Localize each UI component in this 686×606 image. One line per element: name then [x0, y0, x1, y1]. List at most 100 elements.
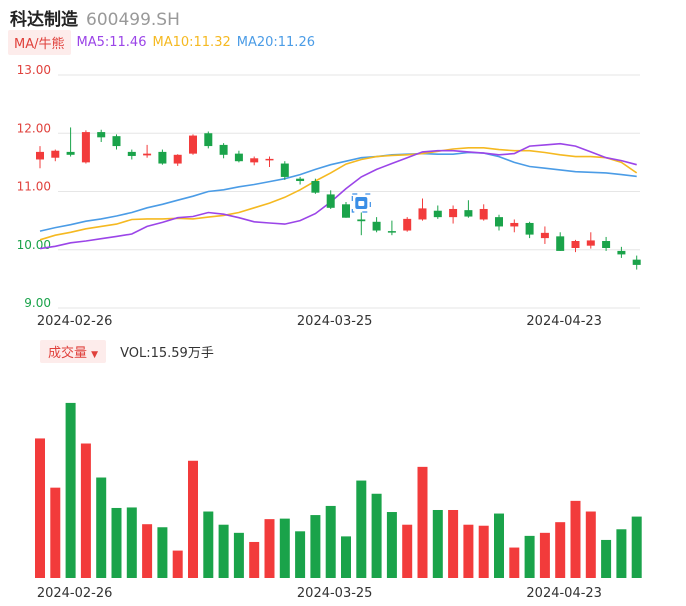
- volume-bar: [631, 516, 642, 578]
- volume-bar: [80, 443, 91, 578]
- candle-body: [326, 194, 335, 208]
- volume-bar: [65, 402, 76, 578]
- ma5-legend: MA5:11.46: [76, 34, 147, 50]
- volume-bar: [50, 487, 61, 578]
- candle-body: [311, 181, 320, 193]
- volume-bar: [616, 529, 627, 578]
- volume-bar: [356, 480, 367, 578]
- volume-bar: [310, 515, 321, 578]
- y-axis-tick-label: 9.00: [24, 296, 51, 310]
- x-axis-tick-label: 2024-03-25: [297, 314, 373, 329]
- volume-bar: [494, 513, 504, 578]
- ma5-line: [39, 142, 637, 250]
- volume-bar: [218, 524, 229, 578]
- candle-body: [372, 221, 381, 231]
- volume-bar: [448, 509, 459, 578]
- candle-body: [173, 154, 182, 164]
- candle-body: [219, 144, 228, 155]
- volume-bar: [539, 532, 550, 578]
- candle-body: [540, 232, 549, 239]
- candle-body: [36, 151, 44, 160]
- ma-toggle-button[interactable]: MA/牛熊: [8, 29, 71, 55]
- volume-bar: [172, 550, 183, 578]
- volume-bar: [249, 541, 260, 578]
- volume-value: VOL:15.59万手: [120, 345, 214, 361]
- volume-indicator-label: 成交量: [48, 345, 88, 361]
- y-axis-tick-label: 12.00: [17, 121, 51, 135]
- candle-body: [342, 204, 350, 218]
- volume-bar: [371, 493, 382, 578]
- y-axis-tick-label: 11.00: [17, 180, 51, 194]
- event-marker-frame: [351, 193, 371, 213]
- candle-body: [127, 151, 136, 156]
- volume-bar: [478, 525, 489, 578]
- candle-body: [81, 132, 90, 163]
- volume-bar: [570, 500, 581, 578]
- candle-body: [495, 217, 503, 227]
- volume-bar: [325, 505, 336, 578]
- volume-bar: [386, 512, 397, 578]
- candle-body: [602, 241, 611, 249]
- candle-body: [66, 151, 75, 155]
- candle-body: [632, 259, 641, 265]
- candle-body: [204, 133, 213, 147]
- candle-body: [586, 240, 595, 246]
- candle-body: [449, 208, 458, 218]
- volume-legend: 成交量 ▼ VOL:15.59万手: [40, 339, 214, 363]
- volume-bar: [142, 524, 153, 578]
- candle-body: [189, 135, 197, 154]
- candle-body: [97, 132, 106, 138]
- volume-bar: [233, 532, 244, 578]
- volume-bar: [402, 524, 413, 578]
- ma20-line: [39, 151, 637, 232]
- volume-bar: [417, 466, 428, 578]
- volume-bar: [555, 522, 566, 578]
- volume-bar: [188, 460, 198, 578]
- candle-body: [617, 250, 626, 255]
- dropdown-triangle-icon: ▼: [91, 349, 99, 360]
- candle-body: [418, 208, 427, 220]
- volume-bar: [585, 511, 596, 578]
- candle-body: [143, 153, 152, 156]
- candle-body: [464, 210, 473, 217]
- candle-body: [51, 150, 60, 158]
- volume-bar: [111, 507, 122, 578]
- y-axis-tick-label: 13.00: [17, 63, 51, 77]
- candle-body: [433, 210, 442, 218]
- volume-indicator-dropdown[interactable]: 成交量 ▼: [40, 339, 107, 363]
- candle-body: [265, 158, 274, 161]
- ma10-line: [39, 147, 638, 241]
- candle-body: [479, 208, 488, 220]
- volume-bar: [264, 519, 275, 578]
- x-axis-tick-label: 2024-03-25: [297, 586, 373, 601]
- x-axis-tick-label: 2024-02-26: [37, 586, 113, 601]
- candle-body: [296, 178, 305, 182]
- candle-body: [234, 153, 243, 162]
- volume-bar: [463, 524, 474, 578]
- candle-body: [112, 136, 121, 147]
- ma10-legend: MA10:11.32: [152, 34, 231, 50]
- volume-bar: [295, 531, 306, 578]
- candle-body: [510, 222, 519, 227]
- stock-header: 科达制造 600499.SH: [10, 5, 180, 30]
- stock-code: 600499.SH: [86, 10, 180, 30]
- event-marker-glyph: [358, 201, 365, 206]
- candle-body: [280, 163, 289, 177]
- candle-body: [357, 219, 366, 222]
- volume-bar: [341, 536, 351, 578]
- y-axis-tick-label: 10.00: [17, 238, 51, 252]
- stock-name: 科达制造: [10, 10, 78, 30]
- x-axis-tick-label: 2024-04-23: [526, 586, 602, 601]
- volume-bar: [96, 477, 107, 578]
- volume-bar: [524, 535, 535, 578]
- candle-body: [158, 151, 167, 164]
- candle-body: [556, 236, 565, 251]
- volume-bar: [279, 518, 290, 578]
- volume-bar: [35, 438, 45, 578]
- volume-bar: [509, 547, 520, 578]
- candle-body: [387, 231, 396, 233]
- volume-bar: [203, 511, 214, 578]
- ma20-legend: MA20:11.26: [236, 34, 315, 50]
- candle-body: [250, 158, 259, 163]
